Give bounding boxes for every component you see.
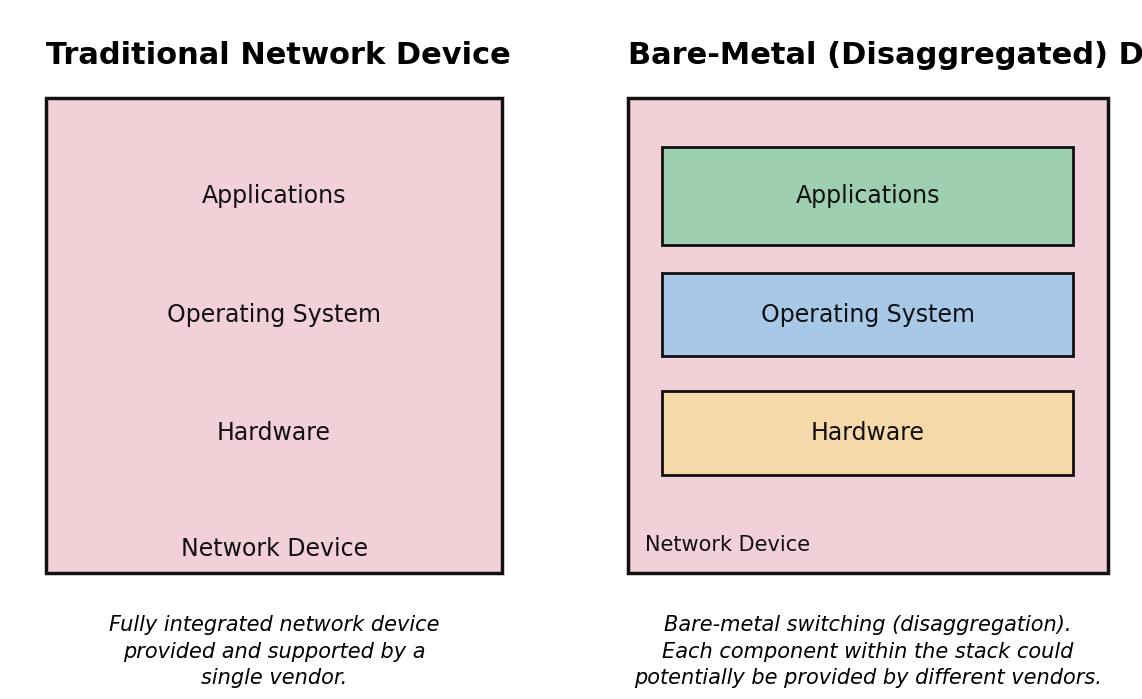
Text: Operating System: Operating System [167,303,381,326]
Text: Network Device: Network Device [180,537,368,561]
FancyBboxPatch shape [628,98,1108,573]
Text: Operating System: Operating System [761,303,975,326]
Text: Traditional Network Device: Traditional Network Device [46,41,510,70]
FancyBboxPatch shape [46,98,502,573]
Text: Hardware: Hardware [217,421,331,445]
FancyBboxPatch shape [662,147,1073,245]
FancyBboxPatch shape [662,273,1073,356]
Text: Hardware: Hardware [811,421,925,445]
Text: Fully integrated network device
provided and supported by a
single vendor.: Fully integrated network device provided… [108,615,440,688]
Text: Network Device: Network Device [645,535,811,555]
Text: Bare-metal switching (disaggregation).
Each component within the stack could
pot: Bare-metal switching (disaggregation). E… [634,615,1102,688]
FancyBboxPatch shape [662,391,1073,475]
Text: Applications: Applications [202,184,346,208]
Text: Applications: Applications [796,184,940,208]
Text: Bare-Metal (Disaggregated) Device: Bare-Metal (Disaggregated) Device [628,41,1142,70]
